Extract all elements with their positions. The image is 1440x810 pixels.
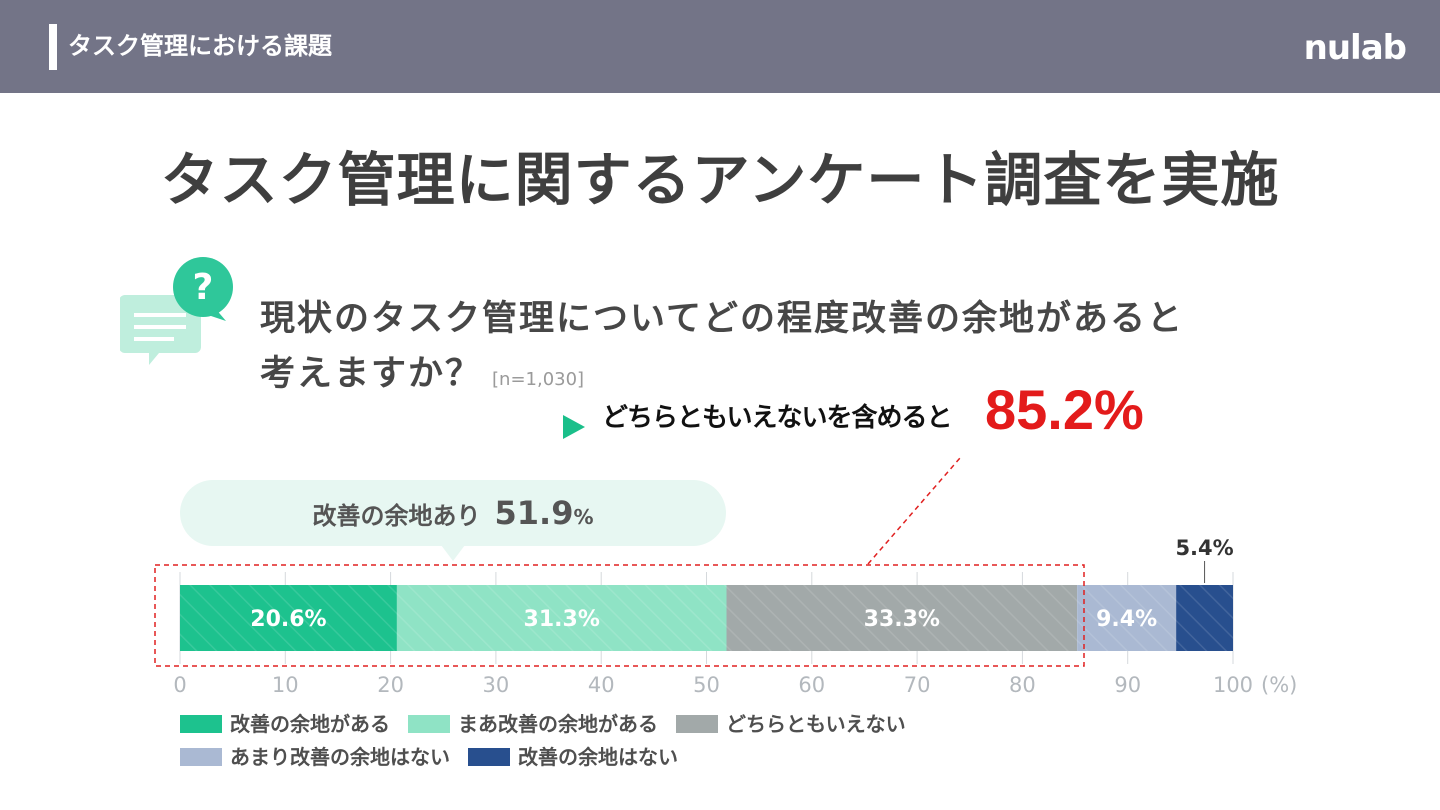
x-axis-unit: (%) <box>1261 673 1297 697</box>
bar-hatch-2 <box>396 585 727 651</box>
header-bar: タスク管理における課題 nulab <box>0 0 1440 93</box>
bubble-text: 改善の余地あり 51.9% <box>180 480 726 546</box>
legend-item-4: あまり改善の余地はない <box>180 743 450 771</box>
legend-swatch-5 <box>468 748 510 766</box>
x-tick-label-90: 90 <box>1114 673 1141 697</box>
header-accent-bar <box>49 24 57 70</box>
data-label-3: 33.3% <box>864 607 940 632</box>
x-tick-labels: 0 10 20 30 40 50 60 70 80 90 100 (%) <box>173 673 1297 697</box>
x-tick-label-0: 0 <box>173 673 186 697</box>
data-label-5: 5.4% <box>1175 536 1233 560</box>
svg-text:?: ? <box>193 267 214 308</box>
question-chat-icon: ? <box>120 257 233 365</box>
data-label-4: 9.4% <box>1096 607 1157 632</box>
legend-label-1: 改善の余地がある <box>230 712 390 736</box>
bar-hatch-5 <box>1176 585 1233 651</box>
legend-item-5: 改善の余地はない <box>468 743 678 771</box>
legend-swatch-4 <box>180 748 222 766</box>
data-label-1: 20.6% <box>250 607 326 632</box>
x-tick-label-40: 40 <box>588 673 615 697</box>
question-line-2: 考えますか？ [n=1,030] <box>260 347 1184 407</box>
legend-item-2: まあ改善の余地がある <box>408 710 658 738</box>
page-title: タスク管理に関するアンケート調査を実施 <box>160 146 1280 214</box>
x-tick-label-70: 70 <box>904 673 931 697</box>
legend-swatch-2 <box>408 715 450 733</box>
bubble-tail <box>441 545 465 561</box>
callout-text: どちらともいえないを含めると <box>602 403 952 433</box>
survey-question: 現状のタスク管理についてどの程度改善の余地があると 考えますか？ [n=1,030… <box>260 292 1184 407</box>
legend-label-3: どちらともいえない <box>726 712 906 736</box>
nulab-logo: nulab <box>1303 28 1407 68</box>
bar-segments: 20.6% 31.3% 33.3% 9.4% 5.4% <box>180 536 1234 651</box>
legend-row-1: 改善の余地がある まあ改善の余地がある どちらともいえない <box>180 710 924 738</box>
question-line-2-text: 考えますか？ <box>260 354 483 394</box>
sample-size: [n=1,030] <box>492 369 585 390</box>
data-label-2: 31.3% <box>524 607 600 632</box>
improvement-bubble <box>180 480 726 546</box>
x-tick-label-80: 80 <box>1009 673 1036 697</box>
x-tick-label-60: 60 <box>798 673 825 697</box>
legend-item-1: 改善の余地がある <box>180 710 390 738</box>
x-tick-label-50: 50 <box>693 673 720 697</box>
x-tick-label-100: 100 <box>1213 673 1253 697</box>
triangle-arrow-icon <box>563 415 585 439</box>
legend-swatch-3 <box>676 715 718 733</box>
legend-label-5: 改善の余地はない <box>518 745 678 769</box>
bubble-unit: % <box>573 505 594 529</box>
section-title: タスク管理における課題 <box>68 32 332 60</box>
x-tick-label-10: 10 <box>272 673 299 697</box>
x-tick-label-20: 20 <box>377 673 404 697</box>
bar-hatch-1 <box>180 585 397 651</box>
bar-hatch-3 <box>726 585 1078 651</box>
question-line-1: 現状のタスク管理についてどの程度改善の余地があると <box>260 299 1184 339</box>
bubble-value: 51.9 <box>494 494 574 532</box>
legend-item-3: どちらともいえない <box>676 710 906 738</box>
legend-swatch-1 <box>180 715 222 733</box>
callout-dashed-line <box>867 457 961 565</box>
legend-row-2: あまり改善の余地はない 改善の余地はない <box>180 743 696 771</box>
callout-value: 85.2% <box>985 378 1144 441</box>
legend-label-4: あまり改善の余地はない <box>230 745 450 769</box>
legend-label-2: まあ改善の余地がある <box>458 712 658 736</box>
bar-hatch-4 <box>1077 585 1177 651</box>
x-tick-label-30: 30 <box>483 673 510 697</box>
highlight-dashed-box <box>154 564 1085 667</box>
bubble-label: 改善の余地あり <box>312 502 481 530</box>
